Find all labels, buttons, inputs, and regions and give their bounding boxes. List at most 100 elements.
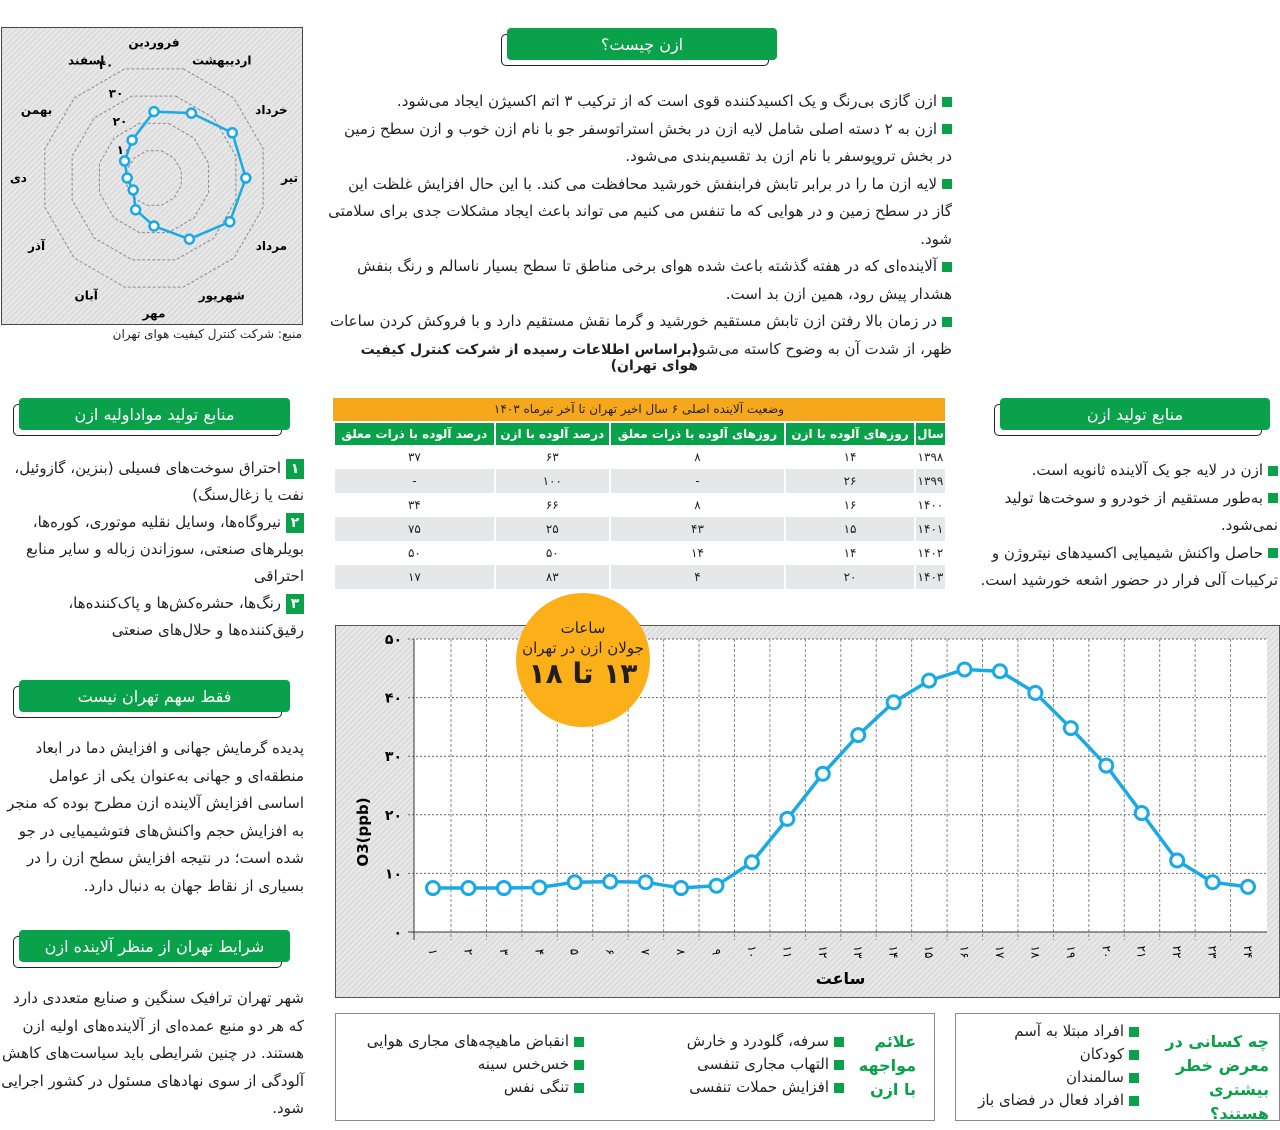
table-cell: ۱۳۹۹ [913, 469, 945, 493]
radar-grid-ring [98, 122, 210, 234]
radar-point [126, 134, 138, 146]
x-tick-label: ۲۴ [1241, 946, 1255, 959]
line-chart-panel: ۰ ۱۰ ۲۰ ۳۰ ۴۰ ۵۰ ۱ ۲ ۳ ۴ ۵ ۶ ۷ ۸ ۹ ۱۰ ۱۱ ۱۲ ۱۳ ۱۴ ۱۵ ۱۶ ۱۷ ۱۸ ۱۹… [335, 625, 1280, 998]
table-cell: ۳۴ [333, 493, 495, 517]
what-is-ozone-text: ازن گازی بی‌رنگ و یک اکسیدکننده قوی است … [328, 88, 952, 363]
list-item: افراد فعال در فضای باز [959, 1089, 1139, 1112]
bullet-icon [574, 1082, 584, 1093]
y-tick-label: ۴۰ [385, 691, 402, 707]
y-tick-label: ۵۰ [385, 632, 402, 648]
line-point [1169, 852, 1186, 869]
bullet-icon [1268, 493, 1278, 503]
table-row: ۱۴۰۰ ۱۶ ۸ ۶۶ ۳۴ [333, 493, 945, 517]
radar-tick-label: ۳۰ [109, 86, 124, 100]
list-item: افراد مبتلا به آسم [959, 1020, 1139, 1043]
line-point [991, 663, 1008, 680]
list-item: سالمندان [959, 1066, 1139, 1089]
bullet-icon [942, 96, 952, 107]
symptoms-col1: سرفه، گلودرد و خارش التهاب مجاری تنفسی افز… [624, 1030, 844, 1099]
line-point [708, 877, 725, 894]
radar-category-label: مهر [142, 307, 166, 321]
what-is-ozone-header: ازن چیست؟ [501, 28, 777, 66]
line-point [1204, 874, 1221, 891]
bullet-icon [942, 316, 952, 327]
table-cell: ۴ [608, 565, 786, 589]
radar-point [118, 155, 131, 167]
symptoms-col2: انقباض ماهیچه‌های مجاری هوایی خس‌خس سینه ت… [344, 1030, 584, 1099]
radar-point [148, 220, 160, 232]
line-point [637, 874, 654, 891]
bullet-icon [1129, 1049, 1139, 1060]
at-risk-box: چه کسانی در معرض خطر بیشتری هستند؟ افراد… [955, 1013, 1280, 1123]
at-risk-title: چه کسانی در معرض خطر بیشتری هستند؟ [1165, 1032, 1269, 1123]
table-cell: ۱۳۹۸ [913, 445, 945, 469]
x-tick-label: ۱۷ [993, 946, 1007, 959]
table-cell: ۱۴۰۱ [913, 517, 945, 541]
symptoms-box: علائم مواجهه با ازن سرفه، گلودرد و خارش ا… [335, 1013, 935, 1121]
table-cell: ۵۰ [333, 541, 495, 565]
radar-point [226, 127, 239, 139]
radar-point [121, 172, 133, 184]
y-tick-label: ۲۰ [385, 808, 402, 824]
line-point [1062, 720, 1079, 737]
raw-sources-list: ۱احتراق سوخت‌های فسیلی (بنزین، گازوئیل، … [0, 455, 304, 644]
x-tick-label: ۱۵ [922, 946, 936, 959]
table-cell: ۷۵ [333, 517, 495, 541]
radar-category-label: اسفند [68, 54, 104, 68]
x-tick-label: ۱۰ [745, 946, 759, 959]
list-item: افزایش حملات تنفسی [624, 1076, 844, 1099]
x-tick-label: ۲ [461, 949, 475, 955]
x-tick-label: ۱۳ [851, 946, 865, 959]
line-point [1133, 805, 1150, 822]
radar-tick-label: ۴۰ [99, 58, 114, 72]
radar-category-label: اردیبهشت [192, 54, 251, 68]
x-tick-label: ۲۳ [1206, 946, 1220, 959]
x-tick-label: ۱۶ [958, 946, 972, 959]
column-header: درصد آلوده با ازن [493, 423, 610, 445]
header-title: فقط سهم تهران نیست [19, 680, 290, 712]
x-tick-label: ۱۸ [1028, 946, 1042, 959]
line-point [460, 880, 477, 897]
tehran-conditions-header: شرایط تهران از منظر آلاینده ازن [13, 930, 290, 968]
list-item: ازن به ۲ دسته اصلی شامل لایه ازن در بخش … [328, 116, 952, 171]
table-cell: ۱۴ [784, 541, 915, 565]
list-item-text: رنگ‌ها، حشره‌کش‌ها و پاک‌کننده‌ها، رقیق‌… [68, 594, 304, 639]
bullet-icon [942, 124, 952, 134]
x-tick-label: ۹ [709, 949, 723, 955]
symptoms-title: علائم مواجهه با ازن [858, 1032, 916, 1099]
bullet-icon [1268, 548, 1278, 558]
list-item: در زمان بالا رفتن ازن تابش مستقیم خورشید… [328, 308, 952, 363]
bullet-icon [942, 261, 952, 272]
line-point [814, 765, 831, 782]
x-tick-label: ۵ [568, 949, 582, 955]
bullet-icon [574, 1036, 584, 1047]
list-item-text: کودکان [1079, 1045, 1124, 1063]
x-tick-label: ۶ [603, 949, 617, 955]
table-cell: ۱۰۰ [493, 469, 610, 493]
list-item: تنگی نفس [344, 1076, 584, 1099]
bullet-icon [834, 1059, 844, 1070]
hours-badge: ساعات جولان ازن در تهران ۱۳ تا ۱۸ [516, 593, 650, 727]
radar-category-label: تیر [280, 171, 298, 185]
list-item-text: تنگی نفس [503, 1078, 569, 1096]
list-item-text: انقباض ماهیچه‌های مجاری هوایی [366, 1032, 569, 1050]
list-item-text: ازن در لایه جو یک آلاینده ثانویه است. [1031, 461, 1263, 479]
x-tick-label: ۴ [532, 949, 546, 955]
list-item-text: سالمندان [1066, 1068, 1124, 1086]
radar-point [129, 204, 142, 216]
list-item: ۱احتراق سوخت‌های فسیلی (بنزین، گازوئیل، … [0, 455, 304, 509]
list-item: خس‌خس سینه [344, 1053, 584, 1076]
list-item-text: التهاب مجاری تنفسی [697, 1055, 829, 1073]
x-tick-label: ۲۰ [1099, 946, 1113, 959]
table-cell: - [333, 469, 495, 493]
bullet-icon [1129, 1072, 1139, 1083]
list-item: حاصل واکنش شیمیایی اکسیدهای نیتروژن و تر… [978, 540, 1278, 595]
table-row: ۱۳۹۹ ۲۶-۱۰۰- [333, 469, 945, 493]
list-item-text: حاصل واکنش شیمیایی اکسیدهای نیتروژن و تر… [980, 543, 1279, 590]
line-point [495, 880, 512, 897]
list-item-text: افزایش حملات تنفسی [689, 1078, 829, 1096]
x-tick-label: ۱۹ [1064, 946, 1078, 959]
table-cell: ۱۷ [333, 565, 495, 589]
column-header: سال [913, 423, 945, 445]
table-title: وضعیت آلاینده اصلی ۶ سال اخیر تهران تا آ… [333, 398, 945, 421]
